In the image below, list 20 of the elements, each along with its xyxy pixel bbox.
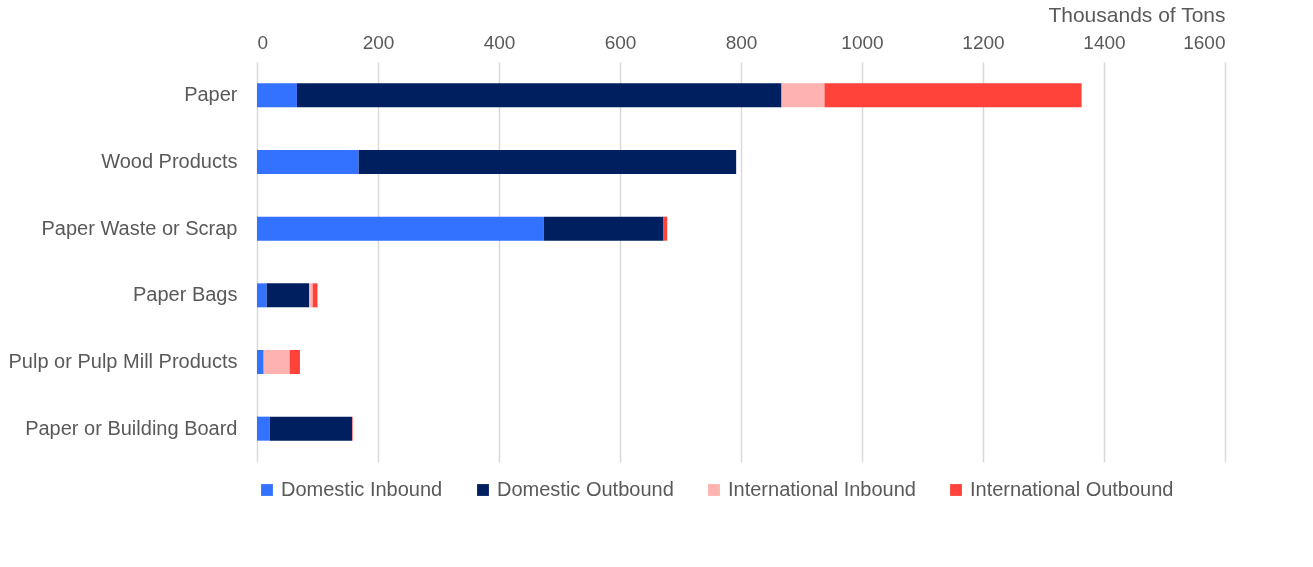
y-tick-label: Wood Products bbox=[101, 150, 238, 172]
legend-label: Domestic Inbound bbox=[281, 478, 443, 500]
x-tick-label: 1200 bbox=[962, 31, 1005, 53]
legend-label: Domestic Outbound bbox=[497, 478, 674, 500]
x-tick-label: 600 bbox=[604, 31, 637, 53]
x-tick-label: 1400 bbox=[1083, 31, 1126, 53]
x-tick-label: 1000 bbox=[841, 31, 884, 53]
x-tick-label: 1600 bbox=[1183, 31, 1226, 53]
x-tick-label: 800 bbox=[725, 31, 758, 53]
x-tick-label: 200 bbox=[362, 31, 395, 53]
y-tick-label: Paper bbox=[184, 83, 238, 106]
y-tick-label: Paper Bags bbox=[132, 283, 238, 306]
legend-label: International Outbound bbox=[970, 478, 1174, 500]
x-axis-title: Thousands of Tons bbox=[1048, 2, 1226, 26]
y-tick-label: Pulp or Pulp Mill Products bbox=[8, 350, 238, 372]
legend-label: International Inbound bbox=[728, 478, 916, 500]
y-tick-label: Paper or Building Board bbox=[25, 416, 238, 439]
y-tick-label: Paper Waste or Scrap bbox=[41, 216, 238, 239]
x-tick-label: 0 bbox=[257, 31, 269, 53]
x-tick-label: 400 bbox=[483, 31, 516, 53]
